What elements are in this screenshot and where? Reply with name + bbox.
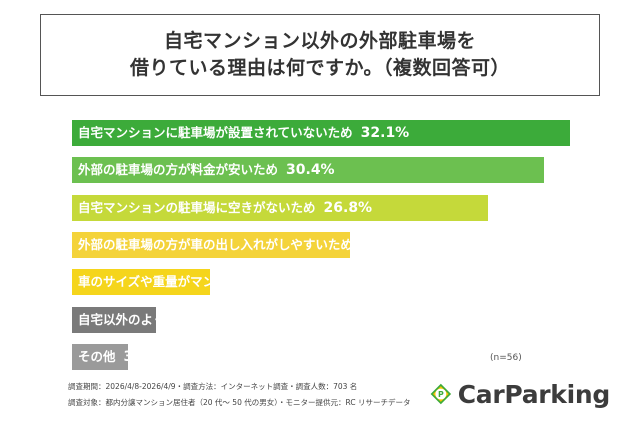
bar bbox=[72, 157, 544, 184]
bar-label: その他 3.6% bbox=[78, 344, 162, 370]
bar-label: 車のサイズや重量がマンションの駐車場の制限を超えるため 8.9% bbox=[78, 269, 462, 295]
bar-row: 自宅マンションの駐車場に空きがないため 26.8% bbox=[72, 194, 570, 221]
carparking-logo: P CarParking bbox=[430, 373, 610, 415]
bar-value-label: 17.9% bbox=[360, 236, 410, 253]
bar-value-label: 3.6% bbox=[123, 348, 163, 365]
bar-category-label: 外部の駐車場の方が料金が安いため bbox=[78, 162, 279, 178]
bar-category-label: 自宅以外のよく利用する場所に近いため bbox=[78, 311, 304, 327]
bar bbox=[72, 120, 570, 146]
bar bbox=[72, 231, 350, 258]
bar-row: 車のサイズや重量がマンションの駐車場の制限を超えるため 8.9% bbox=[72, 269, 570, 296]
bar-value-label: 5.4% bbox=[311, 311, 350, 328]
bar-category-label: 車のサイズや重量がマンションの駐車場の制限を超えるため bbox=[78, 274, 415, 290]
bar bbox=[72, 269, 210, 296]
sample-size-note: (n=56) bbox=[490, 353, 522, 363]
logo-mark-letter: P bbox=[438, 390, 444, 399]
chart-title-line-2: 借りている理由は何ですか。（複数回答可） bbox=[129, 57, 511, 79]
carparking-logo-mark: P bbox=[430, 383, 452, 405]
bar bbox=[72, 306, 156, 333]
survey-info-line-2: 調査対象：都内分譲マンション居住者（20 代～ 50 代の男女）・モニター提供元… bbox=[68, 398, 411, 407]
logo-wordmark: CarParking bbox=[457, 379, 611, 409]
bar-category-label: 外部の駐車場の方が車の出し入れがしやすいため bbox=[78, 236, 353, 252]
bar-label: 外部の駐車場の方が車の出し入れがしやすいため 17.9% bbox=[78, 232, 409, 258]
bar bbox=[72, 343, 128, 370]
bar-label: 自宅マンションの駐車場に空きがないため 26.8% bbox=[78, 195, 372, 221]
bar-value-label: 26.8% bbox=[323, 199, 373, 216]
bar-value-label: 30.4% bbox=[286, 162, 335, 179]
bar-category-label: 自宅マンションの駐車場に空きがないため bbox=[78, 199, 316, 215]
survey-info-line-1: 調査期間：2026/4/8-2026/4/9・調査方法：インターネット調査・調査… bbox=[68, 382, 358, 391]
bar-row: その他 3.6% bbox=[72, 343, 570, 370]
bar-row: 外部の駐車場の方が車の出し入れがしやすいため 17.9% bbox=[72, 231, 570, 258]
bar-label: 自宅以外のよく利用する場所に近いため 5.4% bbox=[78, 307, 350, 333]
bar-row: 外部の駐車場の方が料金が安いため 30.4% bbox=[72, 157, 570, 184]
bar-row: 自宅以外のよく利用する場所に近いため 5.4% bbox=[72, 306, 570, 333]
bar bbox=[72, 194, 488, 221]
chart-title-box: 自宅マンション以外の外部駐車場を 借りている理由は何ですか。（複数回答可） bbox=[40, 14, 600, 96]
chart-title-line-1: 自宅マンション以外の外部駐車場を bbox=[163, 30, 476, 52]
bar-label: 外部の駐車場の方が料金が安いため 30.4% bbox=[78, 157, 335, 183]
bar-category-label: その他 bbox=[78, 348, 116, 364]
bar-value-label: 8.9% bbox=[422, 274, 462, 291]
bar-value-label: 32.1% bbox=[360, 125, 410, 141]
bar-category-label: 自宅マンションに駐車場が設置されていないため bbox=[78, 125, 353, 140]
bar-row: 自宅マンションに駐車場が設置されていないため 32.1% bbox=[72, 120, 570, 146]
bar-label: 自宅マンションに駐車場が設置されていないため 32.1% bbox=[78, 120, 409, 146]
